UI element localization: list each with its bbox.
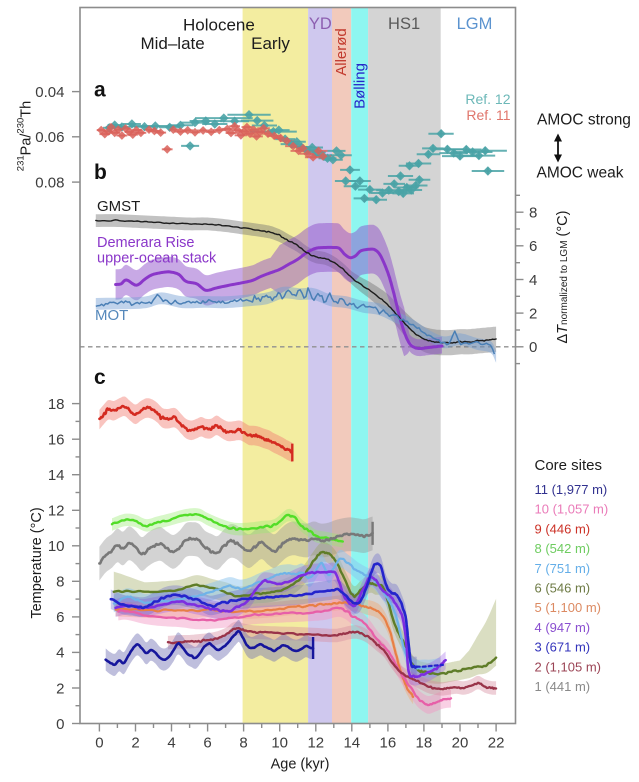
- svg-text:4: 4: [529, 272, 537, 289]
- svg-text:8: 8: [239, 735, 247, 752]
- svg-text:2 (1,105 m): 2 (1,105 m): [535, 660, 601, 675]
- svg-text:2: 2: [56, 680, 64, 697]
- svg-text:6 (546 m): 6 (546 m): [535, 581, 591, 596]
- svg-text:ΔTnormalized to LGM (°C): ΔTnormalized to LGM (°C): [555, 211, 571, 344]
- svg-text:3 (671 m): 3 (671 m): [535, 640, 591, 655]
- svg-text:4 (947 m): 4 (947 m): [535, 620, 591, 635]
- svg-text:16: 16: [380, 735, 397, 752]
- svg-text:HS1: HS1: [388, 15, 420, 33]
- svg-text:12: 12: [307, 735, 324, 752]
- svg-text:2: 2: [131, 735, 139, 752]
- svg-text:8 (542 m): 8 (542 m): [535, 541, 591, 556]
- svg-text:11 (1,977 m): 11 (1,977 m): [535, 482, 608, 497]
- svg-text:Temperature (°C): Temperature (°C): [29, 507, 45, 618]
- svg-text:8: 8: [529, 205, 537, 222]
- svg-text:0.08: 0.08: [35, 174, 64, 191]
- svg-text:8: 8: [56, 574, 64, 591]
- svg-text:Age (kyr): Age (kyr): [271, 757, 330, 773]
- svg-text:Core sites: Core sites: [535, 457, 603, 474]
- svg-text:18: 18: [416, 735, 433, 752]
- svg-text:Ref. 12: Ref. 12: [465, 91, 510, 107]
- svg-text:Mid–late: Mid–late: [140, 34, 204, 53]
- svg-text:a: a: [94, 79, 106, 102]
- svg-text:b: b: [94, 161, 107, 184]
- svg-text:12: 12: [48, 503, 65, 520]
- svg-text:4: 4: [56, 645, 64, 662]
- svg-text:1 (441 m): 1 (441 m): [535, 679, 591, 694]
- svg-text:14: 14: [343, 735, 360, 752]
- svg-text:5 (1,100 m): 5 (1,100 m): [535, 600, 601, 615]
- svg-text:Holocene: Holocene: [183, 16, 255, 35]
- svg-text:18: 18: [48, 396, 65, 413]
- svg-text:10: 10: [48, 538, 65, 555]
- svg-text:Early: Early: [251, 34, 290, 53]
- svg-text:0: 0: [529, 339, 537, 356]
- svg-text:YD: YD: [309, 15, 332, 33]
- svg-text:GMST: GMST: [97, 198, 140, 215]
- svg-text:0: 0: [56, 716, 64, 733]
- svg-text:AMOC strong: AMOC strong: [537, 112, 631, 129]
- svg-text:Demerara Rise: Demerara Rise: [97, 235, 195, 251]
- svg-text:7 (751 m): 7 (751 m): [535, 561, 591, 576]
- svg-text:0.06: 0.06: [35, 129, 64, 146]
- svg-text:4: 4: [167, 735, 175, 752]
- svg-text:upper-ocean stack: upper-ocean stack: [97, 251, 217, 267]
- svg-text:LGM: LGM: [457, 15, 493, 33]
- svg-text:231Pa/230Th: 231Pa/230Th: [16, 101, 35, 171]
- svg-text:6: 6: [203, 735, 211, 752]
- svg-text:20: 20: [452, 735, 469, 752]
- svg-text:AMOC weak: AMOC weak: [537, 165, 624, 182]
- svg-text:Bølling: Bølling: [351, 63, 368, 109]
- svg-text:0: 0: [95, 735, 103, 752]
- svg-text:10 (1,057 m): 10 (1,057 m): [535, 502, 609, 517]
- svg-text:14: 14: [48, 467, 65, 484]
- svg-text:6: 6: [56, 609, 64, 626]
- svg-text:9 (446 m): 9 (446 m): [535, 521, 591, 536]
- svg-text:10: 10: [271, 735, 288, 752]
- svg-text:Allerød: Allerød: [333, 28, 350, 76]
- svg-text:0.04: 0.04: [35, 84, 64, 101]
- svg-text:2: 2: [529, 305, 537, 322]
- svg-text:MOT: MOT: [95, 307, 128, 324]
- svg-text:Ref. 11: Ref. 11: [466, 107, 510, 123]
- svg-text:c: c: [94, 366, 106, 389]
- svg-text:22: 22: [488, 735, 505, 752]
- svg-text:6: 6: [529, 238, 537, 255]
- svg-text:16: 16: [48, 432, 65, 449]
